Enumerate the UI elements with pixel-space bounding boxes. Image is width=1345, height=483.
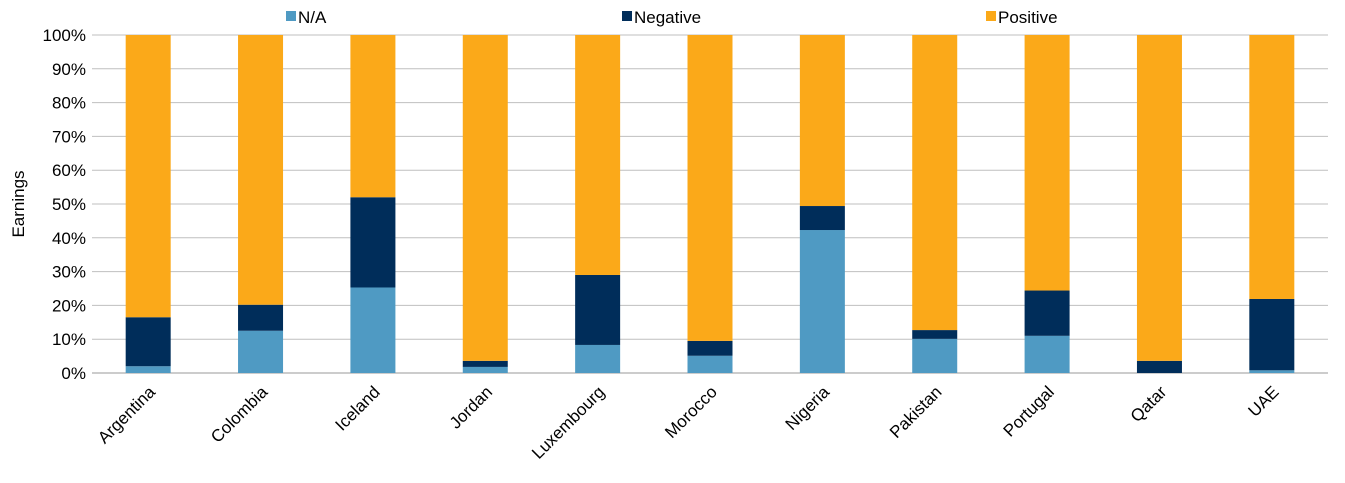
bar-segment-negative: [350, 197, 396, 288]
x-tick-label: Nigeria: [782, 382, 834, 434]
x-tick-label: Pakistan: [886, 382, 946, 442]
legend: N/A Negative Positive: [286, 8, 1058, 27]
bar-segment-negative: [1136, 360, 1182, 373]
x-tick-label: Luxembourg: [528, 382, 608, 462]
y-tick-label: 40%: [52, 229, 86, 248]
bar-segment-positive: [1024, 35, 1070, 291]
x-tick-label: Jordan: [446, 382, 496, 432]
legend-label: Negative: [634, 8, 701, 27]
bar-segment-positive: [575, 35, 621, 275]
x-tick-label: UAE: [1244, 382, 1282, 420]
y-tick-label: 60%: [52, 161, 86, 180]
y-tick-label: 10%: [52, 330, 86, 349]
y-axis-ticks: 0% 10% 20% 30% 40% 50% 60% 70% 80% 90% 100%: [43, 26, 86, 383]
x-tick-label: Portugal: [1000, 382, 1058, 440]
bar-segment-n-a: [687, 355, 733, 373]
bar-segment-positive: [799, 35, 845, 207]
y-tick-label: 30%: [52, 263, 86, 282]
bar-segment-negative: [125, 317, 171, 367]
y-tick-label: 80%: [52, 94, 86, 113]
bar-segment-n-a: [799, 230, 845, 373]
bar-segment-positive: [238, 35, 284, 305]
x-tick-label: Qatar: [1127, 382, 1171, 426]
y-axis-title: Earnings: [9, 170, 28, 237]
y-tick-label: 20%: [52, 296, 86, 315]
bar-segment-negative: [462, 360, 508, 367]
bar-segment-positive: [1136, 35, 1182, 361]
bar-segment-n-a: [912, 338, 958, 373]
bar-segment-negative: [1024, 290, 1070, 336]
bar-segment-n-a: [462, 366, 508, 373]
bar-segment-positive: [462, 35, 508, 361]
bar-segment-n-a: [350, 287, 396, 373]
bar-segment-positive: [1249, 35, 1295, 299]
legend-swatch: [986, 11, 996, 21]
bar-segment-n-a: [1249, 370, 1295, 373]
bar-segment-n-a: [125, 366, 171, 373]
y-tick-label: 50%: [52, 195, 86, 214]
bar-segment-n-a: [575, 344, 621, 373]
bar-segment-negative: [799, 206, 845, 231]
x-tick-label: Colombia: [207, 382, 272, 447]
bar-segment-negative: [1249, 298, 1295, 371]
legend-swatch: [622, 11, 632, 21]
bar-segment-positive: [912, 35, 958, 331]
x-tick-label: Argentina: [94, 382, 159, 447]
x-axis-ticks: Argentina Colombia Iceland Jordan Luxembourg…: [94, 382, 1283, 463]
y-tick-label: 90%: [52, 60, 86, 79]
bar-segment-negative: [238, 304, 284, 331]
bar-segment-negative: [575, 274, 621, 345]
bar-segment-n-a: [238, 330, 284, 373]
x-tick-label: Morocco: [661, 382, 721, 442]
bar-segment-positive: [687, 35, 733, 341]
bar-segment-positive: [125, 35, 171, 318]
y-tick-label: 100%: [43, 26, 86, 45]
legend-label: Positive: [998, 8, 1058, 27]
legend-swatch: [286, 11, 296, 21]
legend-label: N/A: [298, 8, 327, 27]
y-tick-label: 0%: [61, 364, 86, 383]
y-tick-label: 70%: [52, 127, 86, 146]
bars: [125, 35, 1295, 373]
bar-segment-negative: [912, 330, 958, 339]
x-tick-label: Iceland: [332, 382, 384, 434]
bar-segment-n-a: [1024, 335, 1070, 373]
bar-segment-positive: [350, 35, 396, 198]
bar-segment-negative: [687, 340, 733, 356]
